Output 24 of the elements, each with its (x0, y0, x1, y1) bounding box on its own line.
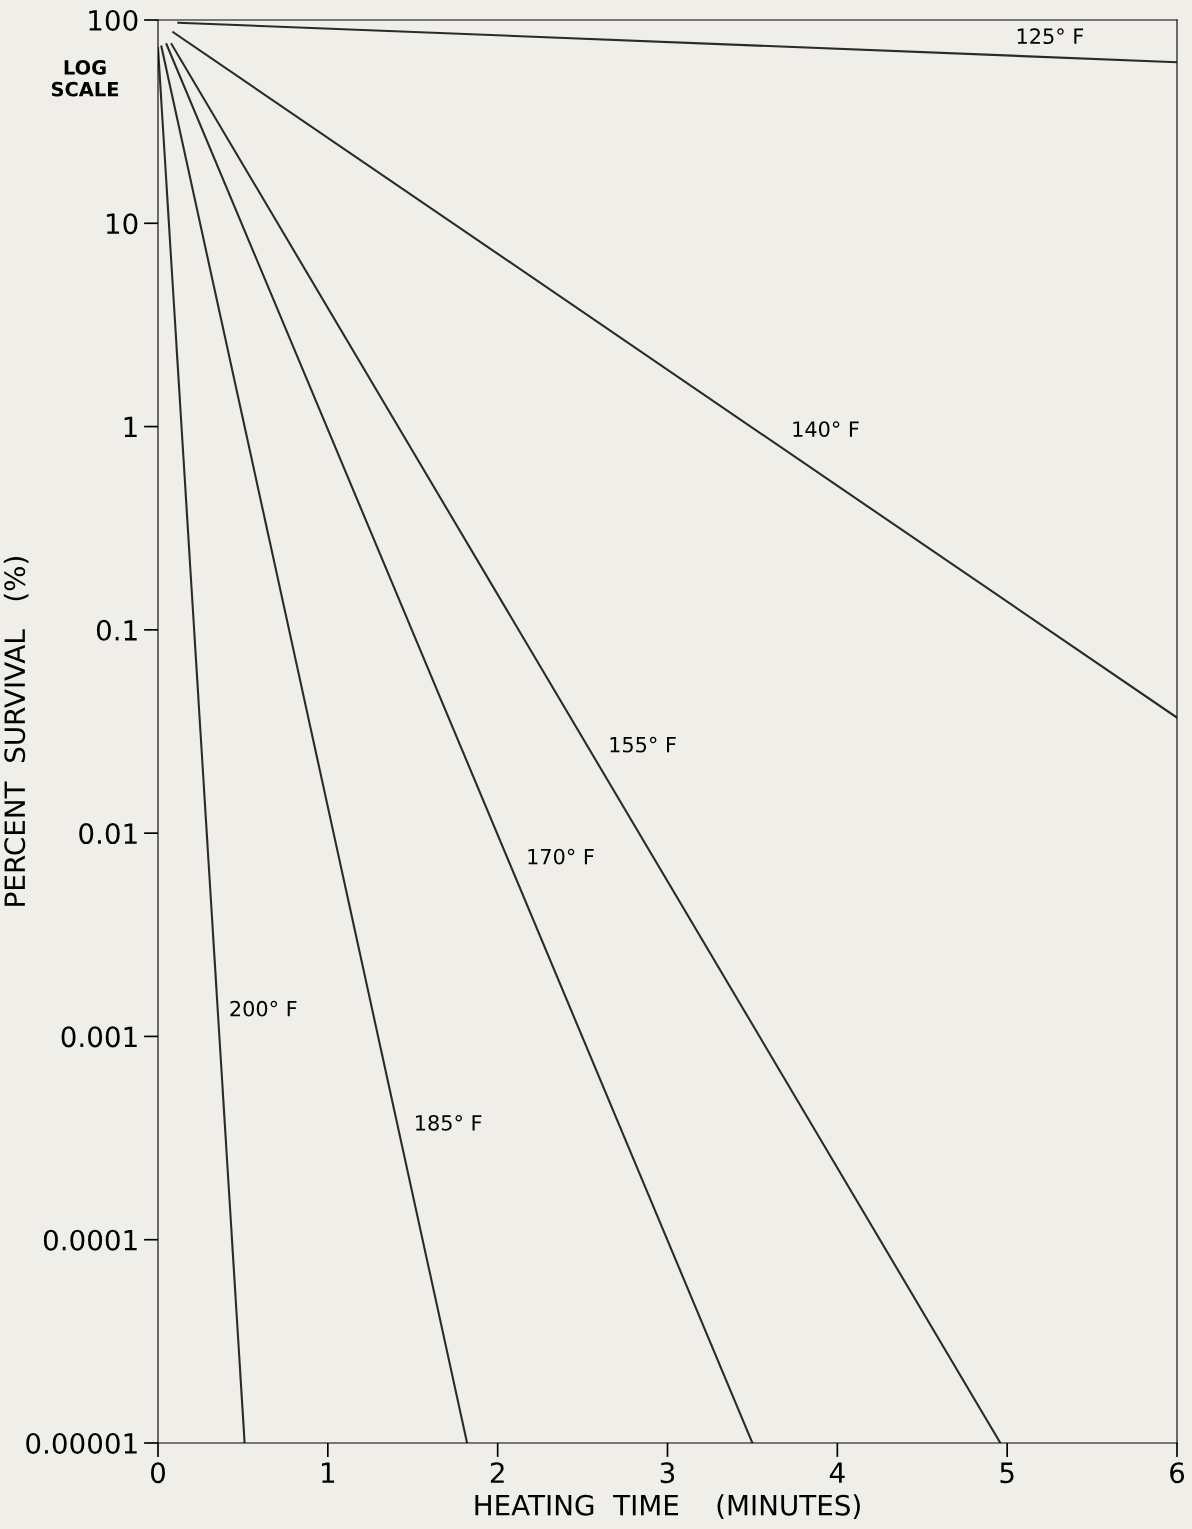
x-tick-label: 5 (1000, 1462, 1014, 1484)
y-tick-label: 0.1 (96, 619, 137, 641)
y-tick-label: 0.0001 (43, 1229, 137, 1251)
x-tick-label: 2 (490, 1462, 504, 1483)
x-tick-label: 6 (1170, 1462, 1185, 1484)
text: LOG SCALE (51, 60, 119, 97)
y-tick-label: 10 (106, 213, 138, 235)
series-label: 155° F (610, 736, 676, 753)
y-axis-title: PERCENT SURVIVAL (%) (3, 557, 29, 906)
y-tick-label: 1 (124, 416, 137, 438)
series-label: 200° F (230, 1000, 297, 1017)
x-tick-label: 4 (829, 1462, 845, 1483)
y-tick-label: 0.01 (79, 823, 137, 845)
y-tick-label: 0.00001 (26, 1432, 137, 1454)
x-axis-title: HEATING TIME (MINUTES) (475, 1494, 860, 1519)
y-tick-label: 100 (89, 9, 138, 31)
series-label: 140° F (793, 421, 859, 437)
series-label: 170° F (528, 848, 594, 865)
x-tick-label: 0 (150, 1462, 165, 1484)
y-tick-label: 0.001 (61, 1026, 137, 1048)
series-label: 125° F (1017, 28, 1084, 45)
x-tick-label: 3 (660, 1462, 675, 1484)
x-tick-label: 1 (322, 1462, 335, 1483)
series-label: 185° F (416, 1114, 482, 1131)
